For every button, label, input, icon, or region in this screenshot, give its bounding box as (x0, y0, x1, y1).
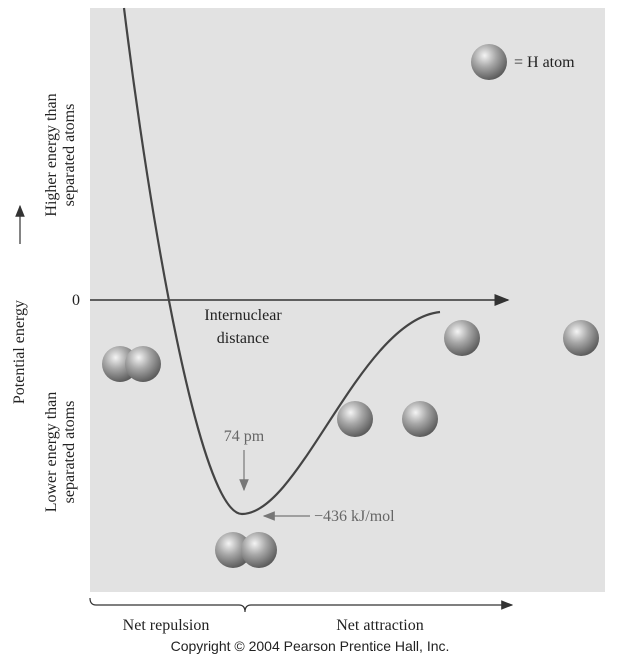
attraction-label: Net attraction (336, 617, 424, 634)
legend-atom (471, 44, 507, 80)
atom (444, 320, 480, 356)
page: {"legend": {"label": "= H atom"}, "y_axi… (0, 0, 620, 655)
energy-label: −436 kJ/mol (314, 508, 395, 525)
atom (241, 532, 277, 568)
y-axis-label: Potential energy (11, 300, 28, 404)
region-bracket (90, 598, 512, 612)
figure: = H atom 0 Potential energy Higher energ… (0, 0, 620, 655)
legend-label: = H atom (514, 54, 575, 71)
atom (402, 401, 438, 437)
upper-label: Higher energy than (43, 93, 60, 216)
x-axis-label: distance (217, 330, 269, 347)
copyright: Copyright © 2004 Pearson Prentice Hall, … (171, 638, 450, 654)
atom (563, 320, 599, 356)
bond-length-label: 74 pm (224, 428, 265, 445)
lower-label: Lower energy than (43, 392, 60, 513)
atom (337, 401, 373, 437)
atom (125, 346, 161, 382)
lower-label: separated atoms (61, 401, 78, 504)
zero-label: 0 (72, 292, 80, 309)
x-axis-label: Internuclear (204, 307, 282, 324)
repulsion-label: Net repulsion (123, 617, 210, 634)
upper-label: separated atoms (61, 104, 78, 207)
